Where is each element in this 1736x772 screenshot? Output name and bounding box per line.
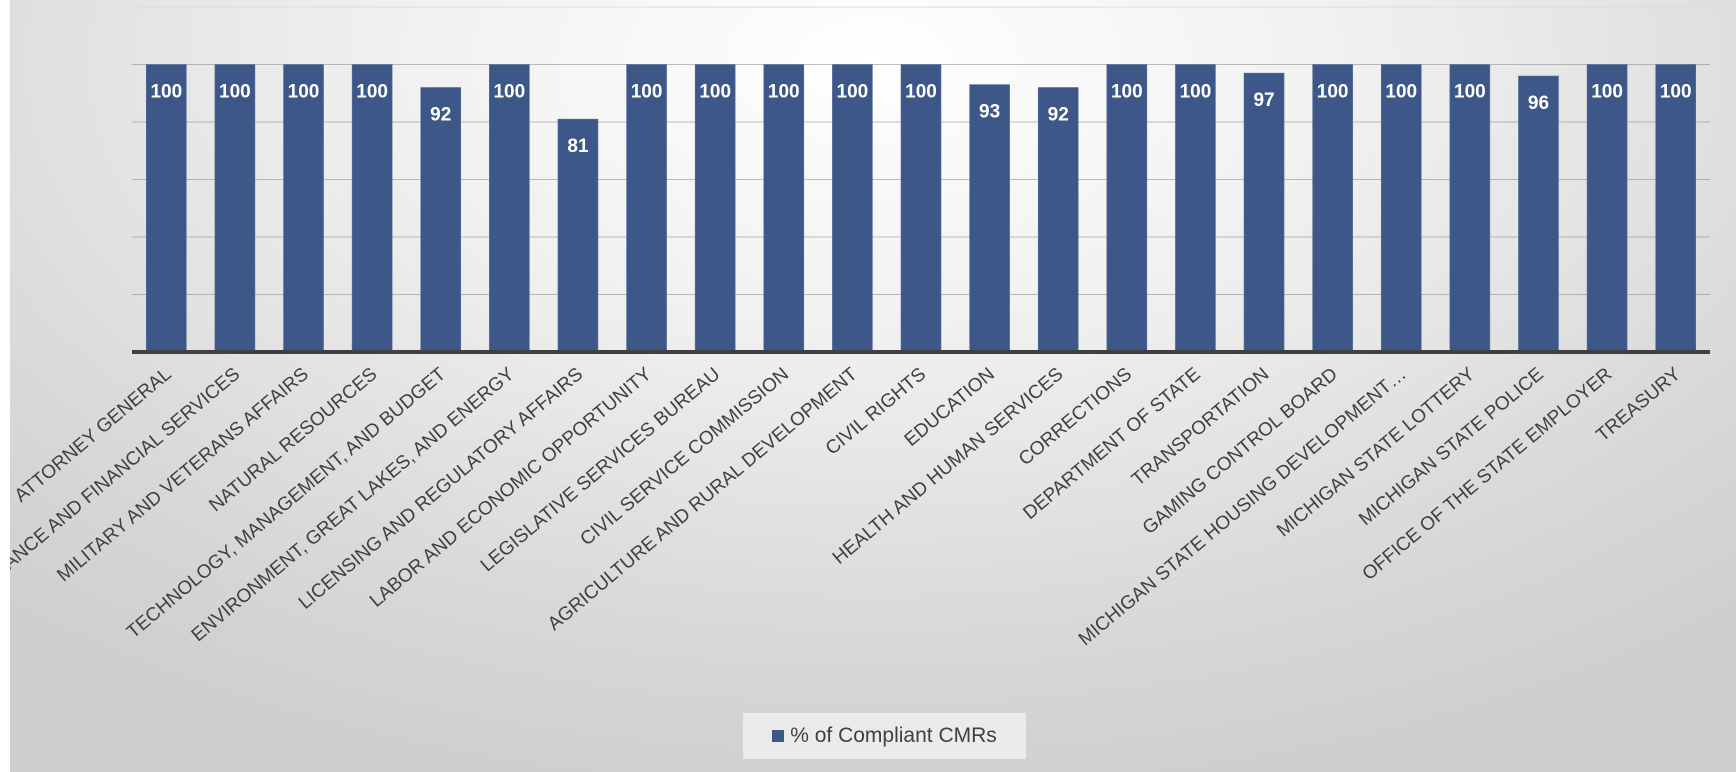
bar [146,64,187,353]
data-label: 100 [905,82,937,103]
legend-swatch [772,730,785,742]
bar [1449,64,1491,353]
data-label: 100 [1454,82,1486,103]
bar [1586,64,1628,353]
bar [969,84,1010,353]
bar [1175,64,1216,353]
bar [832,64,873,353]
x-tick-label: TECHNOLOGY, MANAGEMENT, AND BUDGET [123,363,450,642]
bar [1106,64,1148,353]
bar [283,64,324,353]
data-label: 100 [1317,82,1349,103]
data-label: 100 [768,82,800,103]
data-label: 100 [837,82,869,103]
data-label: 92 [430,105,451,126]
bar [1037,87,1079,353]
data-label: 100 [493,82,525,103]
data-label: 93 [979,102,1000,123]
x-tick-label: ENVIRONMENT, GREAT LAKES, AND ENERGY [188,364,519,647]
bar [900,64,942,353]
data-label: 100 [1111,82,1143,103]
data-label: 100 [1385,82,1417,103]
data-label: 100 [699,82,731,103]
data-label: 92 [1048,105,1069,126]
bar [214,64,256,353]
bar [489,64,530,353]
x-tick-label: MILITARY AND VETERANS AFFAIRS [53,364,312,586]
bar [1518,75,1559,353]
data-label: 97 [1253,90,1274,111]
x-tick-label: AGRICULTURE AND RURAL DEVELOPMENT [544,363,862,635]
bar [351,64,393,353]
data-label: 100 [1180,82,1212,103]
data-label: 100 [150,82,182,103]
data-label: 100 [356,82,388,103]
bar [1380,64,1422,353]
data-label: 96 [1528,93,1549,114]
bar [557,118,599,353]
bar [763,64,805,353]
bar [626,64,667,353]
data-label: 100 [1591,82,1623,103]
chart-area: 100 ATTORNEY GENERAL 100 INSURANCE AND FINA… [10,0,1736,772]
x-tick-label: MICHIGAN STATE HOUSING DEVELOPMENT… [1075,364,1411,650]
bar [1243,72,1285,353]
data-label: 81 [567,136,589,157]
bar [1312,64,1353,353]
legend-label: % of Compliant CMRs [790,724,997,747]
x-tick-label: OFFICE OF THE STATE EMPLOYER [1359,364,1617,585]
x-tick-label: LEGISLATIVE SERVICES BUREAU [477,364,725,576]
data-label: 100 [288,82,320,103]
data-label: 100 [219,82,251,103]
bar [420,87,462,353]
x-tick-label: CORRECTIONS [1015,364,1136,470]
bar [1655,64,1696,353]
legend: % of Compliant CMRs [743,713,1026,759]
data-label: 100 [631,82,663,103]
data-label: 100 [1660,82,1692,103]
bar [694,64,736,353]
